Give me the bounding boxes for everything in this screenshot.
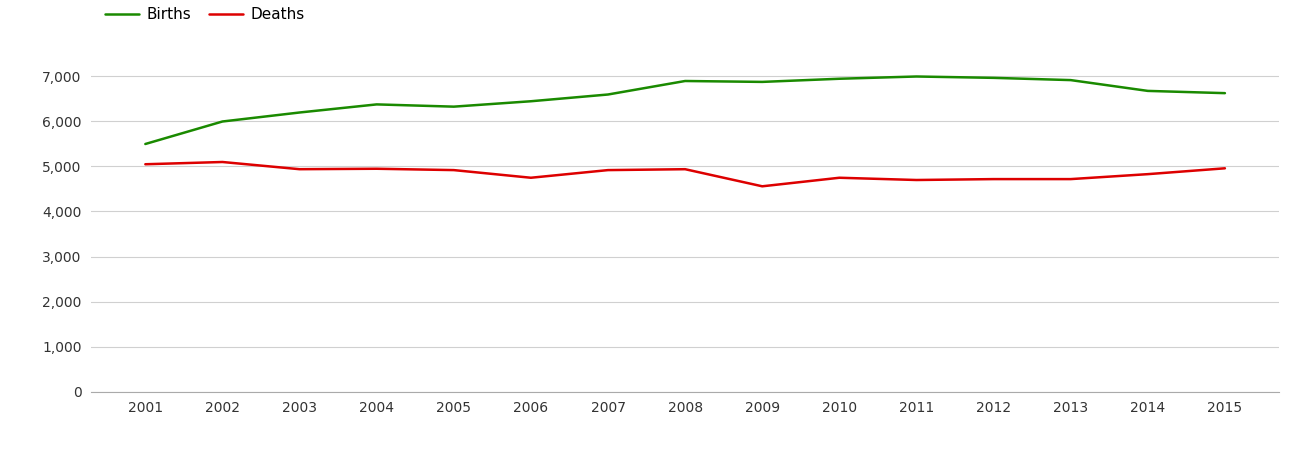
- Births: [831, 76, 847, 81]
- Line: Births: Births: [145, 76, 1225, 144]
- Legend: Births, Deaths: Births, Deaths: [99, 1, 311, 28]
- Births: [1062, 77, 1078, 83]
- Births: [137, 141, 153, 147]
- Births: [677, 78, 693, 84]
- Births: [908, 74, 924, 79]
- Deaths: [985, 176, 1001, 182]
- Deaths: [369, 166, 385, 171]
- Deaths: [1062, 176, 1078, 182]
- Births: [446, 104, 462, 109]
- Deaths: [214, 159, 230, 165]
- Deaths: [831, 175, 847, 180]
- Births: [1218, 90, 1233, 96]
- Line: Deaths: Deaths: [145, 162, 1225, 186]
- Births: [985, 75, 1001, 81]
- Deaths: [754, 184, 770, 189]
- Deaths: [292, 166, 308, 172]
- Births: [292, 110, 308, 115]
- Births: [600, 92, 616, 97]
- Births: [1141, 88, 1156, 94]
- Deaths: [446, 167, 462, 173]
- Births: [523, 99, 539, 104]
- Births: [369, 102, 385, 107]
- Deaths: [908, 177, 924, 183]
- Deaths: [523, 175, 539, 180]
- Deaths: [1218, 166, 1233, 171]
- Births: [754, 79, 770, 85]
- Deaths: [600, 167, 616, 173]
- Deaths: [1141, 171, 1156, 177]
- Births: [214, 119, 230, 124]
- Deaths: [137, 162, 153, 167]
- Deaths: [677, 166, 693, 172]
